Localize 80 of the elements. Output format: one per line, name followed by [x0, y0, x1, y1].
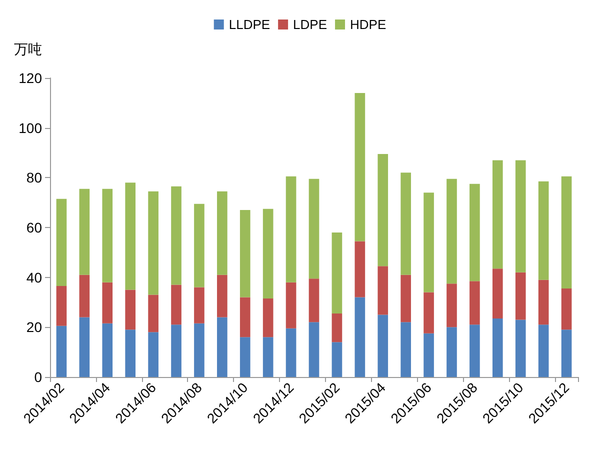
bar — [308, 322, 320, 377]
bar — [378, 314, 388, 377]
bar — [561, 288, 572, 330]
bar — [308, 278, 320, 322]
bar — [354, 297, 366, 377]
bar — [194, 323, 204, 377]
bar — [217, 191, 228, 275]
bar — [378, 266, 388, 315]
bar — [515, 320, 526, 377]
y-tick-label: 20 — [26, 319, 42, 336]
y-tick-label: 80 — [26, 170, 42, 186]
bar — [470, 281, 480, 325]
y-tick-label: 120 — [18, 70, 42, 86]
bar — [332, 232, 342, 314]
bar — [446, 284, 457, 328]
y-tick-label: 60 — [26, 220, 42, 236]
bar — [240, 337, 250, 377]
bar — [125, 182, 136, 290]
bar — [262, 208, 274, 299]
bar — [194, 287, 204, 324]
bar — [538, 324, 549, 377]
legend-label: HDPE — [350, 17, 386, 32]
bar — [400, 172, 411, 275]
bar — [446, 327, 457, 377]
bar — [515, 272, 526, 320]
bar — [79, 274, 90, 318]
bar — [125, 330, 136, 377]
bar — [286, 328, 296, 377]
bar — [56, 326, 67, 377]
bar — [79, 188, 90, 275]
bar — [262, 337, 274, 377]
bar — [217, 317, 228, 377]
bar — [308, 178, 320, 279]
bar — [354, 92, 366, 242]
bar — [561, 330, 572, 377]
legend-label: LLDPE — [228, 17, 270, 32]
bar — [424, 292, 434, 334]
bar — [332, 342, 342, 377]
y-tick-label: 100 — [18, 120, 42, 136]
bar — [148, 332, 158, 377]
bar — [492, 318, 503, 377]
bar — [446, 178, 457, 284]
bar — [240, 210, 250, 298]
bar — [561, 176, 572, 289]
y-tick-label: 0 — [34, 369, 42, 385]
bar — [102, 282, 113, 324]
bar — [400, 322, 411, 377]
bar — [286, 282, 296, 328]
bar — [378, 154, 388, 266]
bar — [56, 198, 67, 286]
bar — [515, 160, 526, 272]
bar — [79, 317, 90, 377]
bar — [286, 176, 296, 282]
bar — [56, 286, 67, 326]
bar — [171, 324, 182, 377]
bar — [125, 290, 136, 330]
bar — [492, 160, 503, 269]
bar — [171, 284, 182, 325]
bar — [470, 324, 480, 377]
bar — [102, 323, 113, 377]
bar — [424, 333, 434, 377]
bar — [217, 274, 228, 318]
bar — [171, 186, 182, 285]
bar — [240, 297, 250, 338]
y-axis-title: 万吨 — [14, 41, 42, 57]
bar — [332, 313, 342, 342]
y-tick-label: 40 — [26, 269, 42, 286]
bar — [194, 204, 204, 288]
bar — [262, 298, 274, 338]
bar — [354, 241, 366, 298]
legend-label: LDPE — [293, 17, 328, 32]
bar — [492, 268, 503, 318]
bar — [470, 184, 480, 282]
bar — [538, 181, 549, 280]
bar — [538, 280, 549, 325]
bar — [148, 191, 158, 295]
bar — [148, 294, 158, 332]
bar — [424, 192, 434, 292]
bar — [102, 188, 113, 282]
bar — [400, 274, 411, 322]
